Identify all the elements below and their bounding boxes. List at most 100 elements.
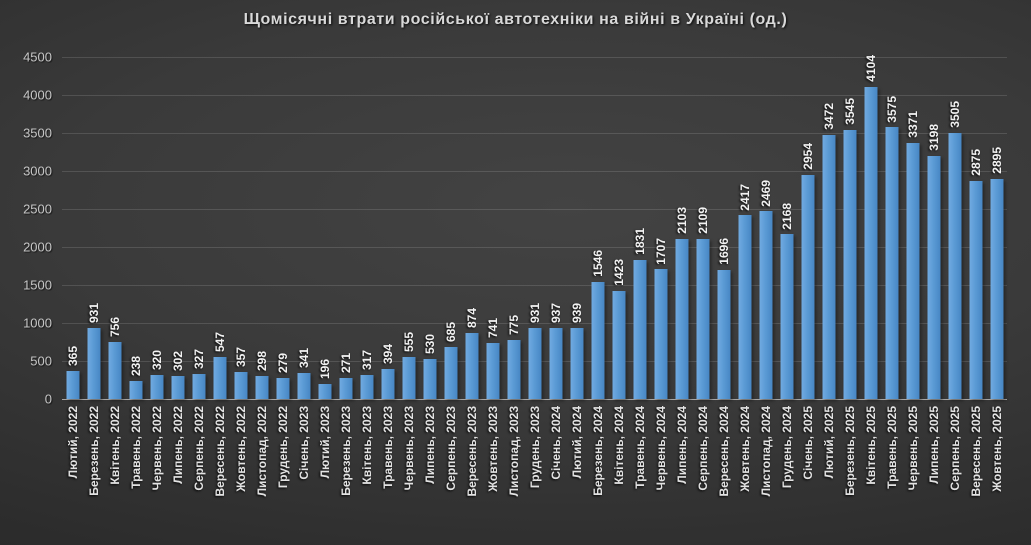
bar-slot: 357 [230, 57, 251, 399]
x-axis-label: Жовтень, 2025 [989, 406, 1004, 492]
x-axis-label: Червень, 2024 [653, 406, 668, 491]
gridline [62, 94, 1007, 96]
y-axis: 0 500 1000 1500 2000 2500 3000 3500 4000 4500 [0, 50, 52, 407]
bar [444, 346, 457, 399]
bar-series: 365 931 756 238 320 302 327 547 357 298 279 341 196 2… [62, 55, 1007, 399]
bar-slot: 2875 [965, 57, 986, 399]
bar [675, 239, 688, 399]
bar-value-label: 931 [86, 303, 101, 324]
x-label-slot: Листопад, 2022 [251, 402, 272, 542]
x-label-slot: Липень, 2025 [923, 402, 944, 542]
x-label-slot: Січень, 2023 [293, 402, 314, 542]
bar [843, 129, 856, 399]
bar-slot: 1696 [713, 57, 734, 399]
x-axis-label: Грудень, 2023 [527, 406, 542, 489]
bar-value-label: 3545 [842, 97, 857, 125]
x-axis-label: Жовтень, 2022 [233, 406, 248, 492]
x-label-slot: Вересень, 2022 [209, 402, 230, 542]
bar [192, 374, 205, 399]
bar [297, 373, 310, 399]
gridline [62, 247, 1007, 248]
x-label-slot: Грудень, 2024 [776, 402, 797, 542]
x-axis-label: Лютий, 2024 [569, 406, 584, 479]
bar [906, 142, 919, 399]
bar-slot: 3371 [902, 57, 923, 399]
y-axis-tick-label: 500 [30, 353, 52, 369]
bar-value-label: 3575 [884, 95, 899, 123]
x-label-slot: Серпень, 2024 [692, 402, 713, 542]
x-label-slot: Лютий, 2022 [62, 402, 83, 542]
gridline [62, 208, 1007, 210]
bar-value-label: 756 [107, 316, 122, 337]
x-axis-label: Липень, 2024 [674, 406, 689, 484]
x-axis-label: Червень, 2023 [401, 406, 416, 491]
x-label-slot: Червень, 2024 [650, 402, 671, 542]
x-label-slot: Листопад, 2024 [755, 402, 776, 542]
x-axis-label: Вересень, 2025 [968, 406, 983, 497]
bar-slot: 931 [524, 57, 545, 399]
x-axis-label: Грудень, 2024 [779, 406, 794, 489]
bar-value-label: 741 [485, 317, 500, 338]
bar-slot: 365 [62, 57, 83, 399]
bar [129, 380, 142, 399]
bar-value-label: 365 [65, 346, 80, 367]
x-label-slot: Липень, 2022 [167, 402, 188, 542]
x-axis-label: Вересень, 2024 [716, 406, 731, 497]
x-label-slot: Грудень, 2023 [524, 402, 545, 542]
bar-value-label: 2103 [674, 207, 689, 235]
bar [255, 376, 268, 399]
x-label-slot: Травень, 2024 [629, 402, 650, 542]
x-axis-label: Листопад, 2023 [506, 406, 521, 497]
bar-value-label: 2895 [989, 147, 1004, 174]
x-axis-label: Серпень, 2025 [947, 406, 962, 491]
bar-slot: 238 [125, 57, 146, 399]
x-label-slot: Січень, 2024 [545, 402, 566, 542]
bar-value-label: 2954 [800, 142, 815, 170]
x-axis-label: Серпень, 2022 [191, 406, 206, 491]
bar-value-label: 530 [422, 333, 437, 354]
bar [528, 328, 541, 399]
bar-value-label: 2168 [779, 202, 794, 230]
x-label-slot: Серпень, 2022 [188, 402, 209, 542]
x-label-slot: Березень, 2024 [587, 402, 608, 542]
bar [276, 377, 289, 399]
x-axis-label: Травень, 2025 [884, 406, 899, 489]
bar-slot: 937 [545, 57, 566, 399]
x-label-slot: Серпень, 2023 [440, 402, 461, 542]
bar-value-label: 3472 [821, 103, 836, 131]
bar-value-label: 302 [170, 351, 185, 372]
bar-slot: 3545 [839, 57, 860, 399]
bar-slot: 317 [356, 57, 377, 399]
x-axis-label: Лютий, 2022 [65, 406, 80, 479]
x-axis-label: Жовтень, 2024 [737, 406, 752, 492]
x-axis-label: Січень, 2023 [296, 406, 311, 480]
gridline [62, 57, 1007, 58]
x-axis-label: Лютий, 2023 [317, 406, 332, 479]
bar-value-label: 1831 [632, 228, 647, 255]
x-label-slot: Червень, 2022 [146, 402, 167, 542]
bar-slot: 3505 [944, 57, 965, 399]
x-label-slot: Травень, 2022 [125, 402, 146, 542]
bar-slot: 1546 [587, 57, 608, 399]
x-axis-labels: Лютий, 2022 Березень, 2022 Квітень, 2022 Тр… [62, 402, 1007, 542]
bar [738, 215, 751, 399]
x-axis-label: Червень, 2022 [149, 406, 164, 491]
bar-slot: 931 [83, 57, 104, 399]
x-axis-label: Травень, 2022 [128, 406, 143, 489]
x-axis-label: Лютий, 2025 [821, 406, 836, 479]
bar-slot: 530 [419, 57, 440, 399]
bar-slot: 775 [503, 57, 524, 399]
bar-slot: 298 [251, 57, 272, 399]
x-axis-line [62, 399, 1007, 400]
bar-value-label: 3371 [905, 111, 920, 138]
bar [948, 132, 961, 399]
bar-value-label: 555 [401, 331, 416, 352]
bar-slot: 196 [314, 57, 335, 399]
bar-value-label: 2469 [758, 179, 773, 207]
gridline [62, 171, 1007, 172]
bar-value-label: 2875 [968, 148, 983, 176]
bar [549, 327, 562, 399]
bar-value-label: 3505 [947, 100, 962, 128]
bar-value-label: 357 [233, 346, 248, 367]
bar [234, 371, 247, 399]
